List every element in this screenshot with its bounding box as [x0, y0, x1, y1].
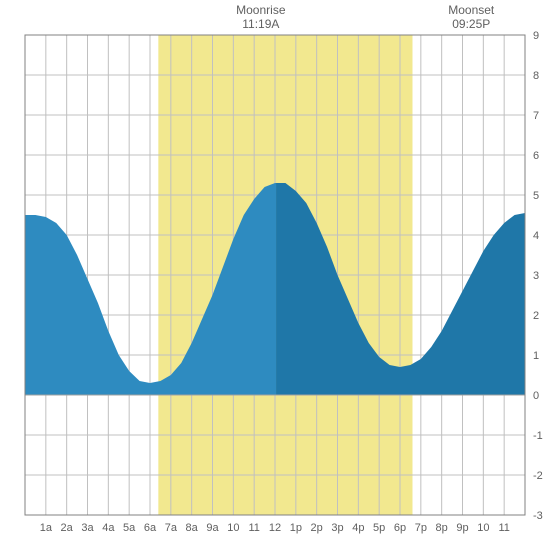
moonrise-label: Moonrise [236, 3, 286, 17]
x-tick-label: 7p [415, 522, 427, 534]
y-tick-label: -3 [533, 510, 543, 522]
y-tick-label: -2 [533, 470, 543, 482]
x-tick-label: 6a [144, 522, 157, 534]
x-tick-label: 9p [456, 522, 468, 534]
x-tick-label: 10 [477, 522, 489, 534]
x-tick-label: 4a [102, 522, 115, 534]
chart-svg: 1a2a3a4a5a6a7a8a9a1011121p2p3p4p5p6p7p8p… [0, 0, 550, 550]
x-tick-label: 8p [436, 522, 448, 534]
x-tick-label: 6p [394, 522, 406, 534]
x-tick-label: 3a [81, 522, 94, 534]
x-tick-label: 1p [290, 522, 302, 534]
y-tick-label: -1 [533, 430, 543, 442]
x-tick-label: 3p [331, 522, 343, 534]
y-tick-label: 2 [533, 310, 539, 322]
x-tick-label: 11 [248, 522, 259, 534]
x-tick-label: 9a [206, 522, 219, 534]
x-tick-label: 2a [61, 522, 74, 534]
y-tick-label: 3 [533, 270, 539, 282]
y-tick-label: 7 [533, 110, 539, 122]
x-tick-label: 12 [269, 522, 281, 534]
x-tick-label: 11 [498, 522, 509, 534]
x-tick-label: 7a [165, 522, 178, 534]
y-tick-label: 9 [533, 30, 539, 42]
x-tick-label: 1a [40, 522, 53, 534]
moonset-label: Moonset [448, 3, 495, 17]
y-tick-label: 1 [533, 350, 539, 362]
x-tick-label: 4p [352, 522, 364, 534]
x-tick-label: 2p [311, 522, 323, 534]
moonset-time: 09:25P [452, 17, 490, 31]
x-tick-label: 8a [186, 522, 199, 534]
x-tick-label: 5p [373, 522, 385, 534]
tide-chart: 1a2a3a4a5a6a7a8a9a1011121p2p3p4p5p6p7p8p… [0, 0, 550, 550]
y-tick-label: 0 [533, 390, 539, 402]
x-tick-label: 10 [227, 522, 239, 534]
y-tick-label: 4 [533, 230, 539, 242]
y-tick-label: 6 [533, 150, 539, 162]
moonrise-time: 11:19A [242, 17, 279, 31]
y-tick-label: 8 [533, 70, 539, 82]
y-tick-label: 5 [533, 190, 539, 202]
x-tick-label: 5a [123, 522, 136, 534]
